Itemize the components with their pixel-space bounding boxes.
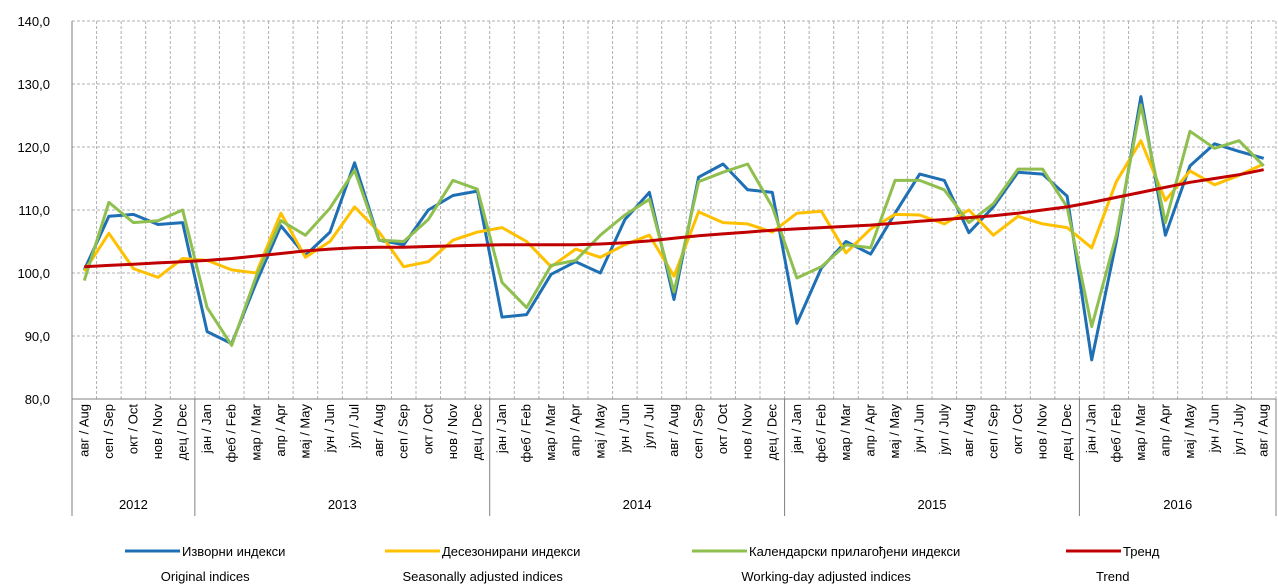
x-tick-label: нов / Nov xyxy=(740,404,755,460)
x-tick-label: јун / Jun xyxy=(1207,404,1222,453)
y-tick-label: 130,0 xyxy=(17,77,50,92)
group-label: 2016 xyxy=(1163,497,1192,512)
group-label: 2015 xyxy=(918,497,947,512)
x-tick-label: феб / Feb xyxy=(224,404,239,462)
x-tick-label: авг / Aug xyxy=(961,404,976,457)
x-tick-label: јун / Jun xyxy=(912,404,927,453)
x-tick-label: јан / Jan xyxy=(789,404,804,454)
legend-label-en: Working-day adjusted indices xyxy=(741,569,911,584)
y-tick-label: 100,0 xyxy=(17,266,50,281)
x-tick-label: мај / May xyxy=(887,404,902,459)
series-line xyxy=(82,95,1265,362)
x-tick-label: јул / July xyxy=(936,404,951,456)
x-tick-label: окт / Oct xyxy=(1010,404,1025,454)
legend-label-en: Trend xyxy=(1096,569,1129,584)
x-tick-label: сеп / Sep xyxy=(101,404,116,459)
legend-label: Тренд xyxy=(1123,544,1160,559)
x-tick-label: дец / Dec xyxy=(469,404,484,461)
x-tick-label: сеп / Sep xyxy=(985,404,1000,459)
x-tick-label: окт / Oct xyxy=(125,404,140,454)
x-tick-label: нов / Nov xyxy=(1035,404,1050,460)
y-tick-label: 90,0 xyxy=(25,329,50,344)
series-line xyxy=(83,139,1265,279)
x-tick-label: мај / May xyxy=(1182,404,1197,459)
y-tick-label: 120,0 xyxy=(17,140,50,155)
x-tick-label: апр / Apr xyxy=(273,403,288,456)
x-tick-label: мар / Mar xyxy=(1133,403,1148,460)
group-label: 2013 xyxy=(328,497,357,512)
x-tick-label: авг / Aug xyxy=(371,404,386,457)
x-tick-label: јан / Jan xyxy=(1084,404,1099,454)
x-tick-label: апр / Apr xyxy=(1157,403,1172,456)
x-tick-label: окт / Oct xyxy=(420,404,435,454)
x-tick-label: сеп / Sep xyxy=(691,404,706,459)
x-tick-label: дец / Dec xyxy=(1059,404,1074,461)
x-tick-label: јул / July xyxy=(1231,404,1246,456)
x-tick-label: дец / Dec xyxy=(175,404,190,461)
x-tick-label: окт / Oct xyxy=(715,404,730,454)
x-tick-label: феб / Feb xyxy=(813,404,828,462)
group-label: 2012 xyxy=(119,497,148,512)
x-tick-label: јул / Jul xyxy=(641,404,656,449)
x-tick-label: мар / Mar xyxy=(543,403,558,460)
x-tick-label: јан / Jan xyxy=(199,404,214,454)
series-line xyxy=(84,168,1264,269)
legend-label-en: Seasonally adjusted indices xyxy=(402,569,563,584)
legend-label: Календарски прилагођени индекси xyxy=(749,544,960,559)
x-tick-label: мај / May xyxy=(592,404,607,459)
x-tick-label: авг / Aug xyxy=(76,404,91,457)
x-tick-label: јун / Jun xyxy=(617,404,632,453)
x-tick-label: јун / Jun xyxy=(322,404,337,453)
y-tick-label: 110,0 xyxy=(18,203,50,218)
x-tick-label: нов / Nov xyxy=(150,404,165,460)
legend-label: Изворни индекси xyxy=(182,544,285,559)
x-tick-label: дец / Dec xyxy=(764,404,779,461)
legend-label-en: Original indices xyxy=(161,569,250,584)
x-tick-label: феб / Feb xyxy=(1108,404,1123,462)
x-tick-label: јул / Jul xyxy=(347,404,362,449)
x-tick-label: јан / Jan xyxy=(494,404,509,454)
group-label: 2014 xyxy=(623,497,652,512)
x-tick-label: мар / Mar xyxy=(838,403,853,460)
x-tick-label: нов / Nov xyxy=(445,404,460,460)
y-tick-label: 80,0 xyxy=(25,392,50,407)
x-tick-label: мар / Mar xyxy=(248,403,263,460)
x-tick-label: авг / Aug xyxy=(1256,404,1271,457)
x-tick-label: сеп / Sep xyxy=(396,404,411,459)
x-tick-label: апр / Apr xyxy=(568,403,583,456)
y-tick-label: 140,0 xyxy=(17,14,50,29)
x-tick-label: апр / Apr xyxy=(863,403,878,456)
x-tick-label: авг / Aug xyxy=(666,404,681,457)
x-tick-label: феб / Feb xyxy=(519,404,534,462)
series-line xyxy=(82,103,1265,347)
legend-label: Десезонирани индекси xyxy=(442,544,580,559)
x-tick-label: мај / May xyxy=(297,404,312,459)
